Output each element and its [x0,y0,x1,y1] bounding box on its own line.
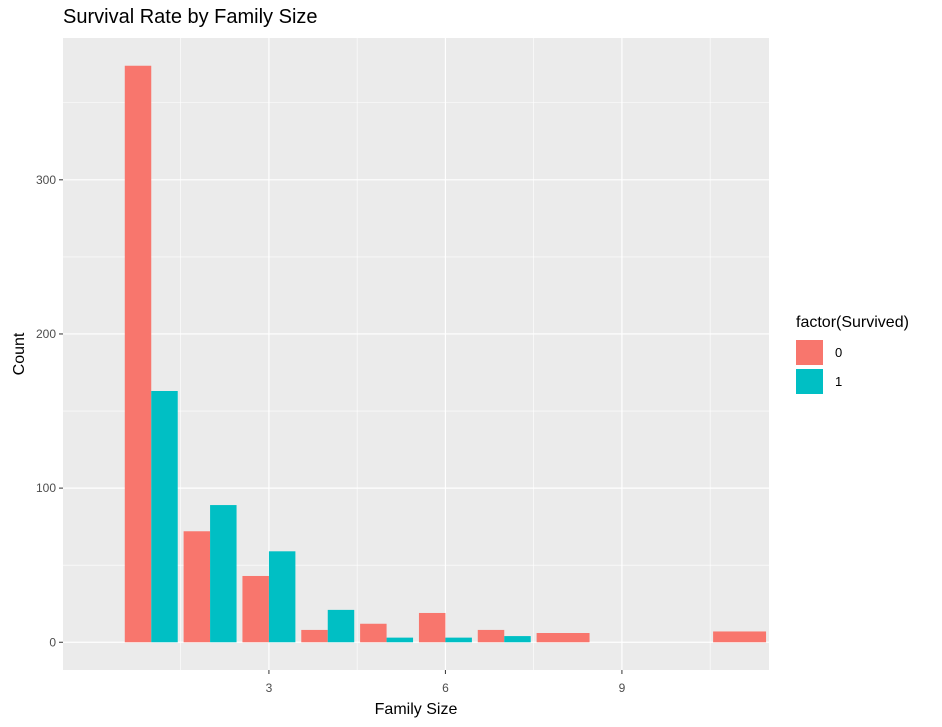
bar-survived-0-size-8 [536,633,590,643]
y-axis: 0 100 200 300 [36,173,63,649]
bar-survived-0-size-7 [477,629,505,643]
legend-item-1: 1 [796,367,909,396]
x-tick-label: 3 [266,681,273,695]
bar-survived-1-size-6 [445,637,472,643]
minor-gridlines [63,38,769,670]
y-tick-label: 100 [36,481,56,495]
y-tick-label: 0 [49,635,56,649]
bar-survived-1-size-2 [210,505,237,643]
legend-swatch-1 [796,369,823,394]
bar-survived-0-size-3 [242,575,269,643]
bar-survived-0-size-5 [360,623,387,643]
legend-swatch-0 [796,340,823,365]
legend-title: factor(Survived) [796,314,909,331]
x-tick-label: 6 [442,681,449,695]
x-axis: 3 6 9 [266,670,626,695]
legend: factor(Survived) 0 1 [796,314,909,396]
legend-label-1: 1 [835,374,843,389]
legend-item-0: 0 [796,338,909,367]
x-tick-label: 9 [619,681,626,695]
y-tick-label: 300 [36,173,56,187]
bar-survived-1-size-3 [268,551,296,643]
y-axis-label: Count [11,332,28,375]
bar-survived-0-size-6 [418,612,446,643]
bar-survived-0-size-4 [301,629,328,643]
x-axis-label: Family Size [375,701,458,718]
major-gridlines [63,38,769,670]
bar-survived-0-size-11 [713,631,767,643]
bar-survived-1-size-1 [151,390,178,643]
bar-survived-1-size-5 [386,637,414,643]
legend-label-0: 0 [835,345,843,360]
y-tick-label: 200 [36,327,56,341]
bar-survived-1-size-7 [504,636,531,643]
bar-survived-0-size-1 [124,65,152,643]
bar-survived-1-size-4 [327,609,355,643]
bar-survived-0-size-2 [183,531,211,643]
bars [124,65,767,643]
chart-title: Survival Rate by Family Size [63,6,318,28]
